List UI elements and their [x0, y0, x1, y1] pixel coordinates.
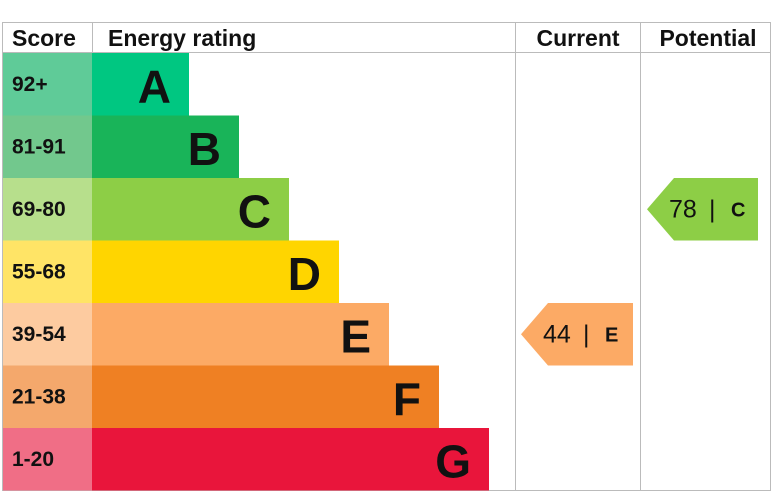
- rating-bar: [92, 240, 339, 303]
- score-cell: [3, 178, 92, 241]
- score-label: 39-54: [12, 323, 66, 346]
- rating-bar: [92, 178, 289, 241]
- score-label: 69-80: [12, 198, 66, 221]
- current-arrow: [521, 303, 633, 366]
- score-label: 55-68: [12, 260, 66, 283]
- score-label: 1-20: [12, 448, 54, 471]
- header-energy-rating: Energy rating: [108, 25, 256, 51]
- rating-bar: [92, 53, 189, 116]
- rating-bar: [92, 115, 239, 178]
- current-separator: |: [583, 320, 590, 348]
- current-value: 44: [543, 320, 571, 348]
- rating-letter: F: [393, 373, 421, 425]
- rating-bar: [92, 303, 389, 366]
- score-cell: [3, 428, 92, 491]
- score-cell: [3, 53, 92, 116]
- header-current: Current: [536, 25, 619, 51]
- score-label: 92+: [12, 73, 48, 96]
- potential-separator: |: [709, 195, 716, 223]
- rating-bar: [92, 365, 439, 428]
- rating-letter: G: [435, 435, 471, 487]
- rating-letter: C: [238, 185, 271, 237]
- score-cell: [3, 115, 92, 178]
- header-score: Score: [12, 25, 76, 51]
- score-cell: [3, 303, 92, 366]
- rating-letter: A: [138, 60, 171, 112]
- rating-letter: E: [340, 310, 371, 362]
- potential-letter: C: [731, 199, 745, 221]
- score-label: 21-38: [12, 385, 66, 408]
- rating-letter: B: [188, 123, 221, 175]
- rating-letter: D: [288, 248, 321, 300]
- potential-arrow: [647, 178, 758, 241]
- current-letter: E: [605, 324, 618, 346]
- header-potential: Potential: [659, 25, 756, 51]
- rating-bar: [92, 428, 489, 491]
- potential-value: 78: [669, 195, 697, 223]
- score-cell: [3, 240, 92, 303]
- score-cell: [3, 365, 92, 428]
- score-label: 81-91: [12, 135, 66, 158]
